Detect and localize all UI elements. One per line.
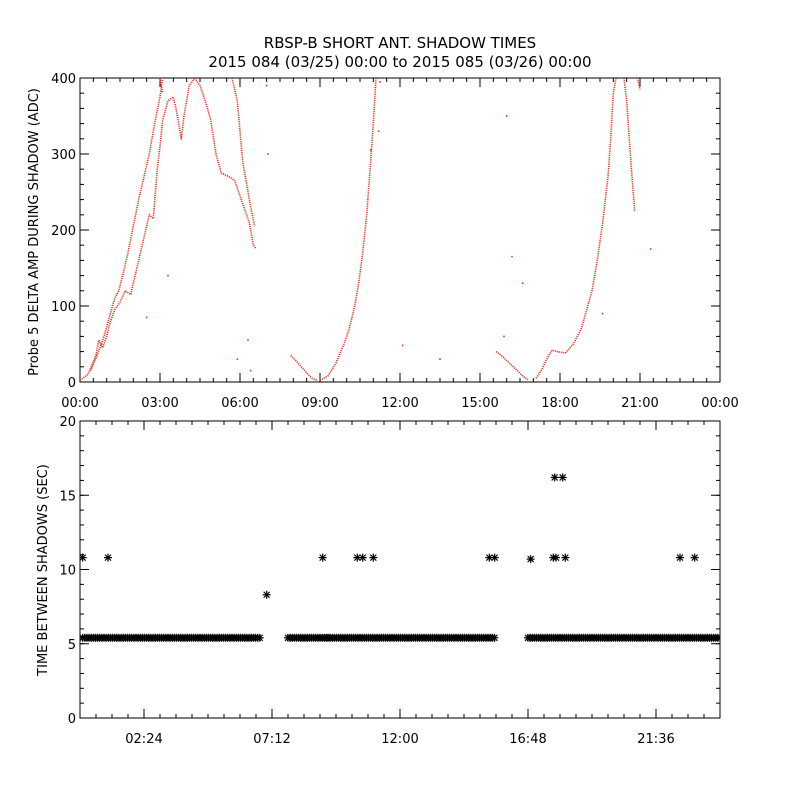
y-tick-label: 5 xyxy=(68,638,76,653)
plot-area xyxy=(80,78,652,382)
y-tick-label: 10 xyxy=(59,564,76,579)
data-point xyxy=(649,248,652,250)
plot-frame xyxy=(79,420,721,719)
data-trace xyxy=(89,78,164,371)
chart-title-line2: 2015 084 (03/25) 00:00 to 2015 085 (03/2… xyxy=(208,53,591,71)
x-tick-label: 12:00 xyxy=(381,732,418,747)
data-point xyxy=(80,553,87,562)
data-point xyxy=(552,553,560,562)
data-point xyxy=(561,553,570,562)
data-trace xyxy=(495,350,529,381)
data-point xyxy=(490,633,499,642)
data-point xyxy=(511,255,513,258)
y-tick-label: 0 xyxy=(68,376,76,391)
y-tick-label: 400 xyxy=(51,72,76,87)
data-point xyxy=(369,149,372,151)
data-point xyxy=(358,553,367,562)
data-point xyxy=(145,316,148,319)
data-point xyxy=(505,115,508,117)
data-point xyxy=(255,633,264,642)
bottom-panel: 02:24 07:12 12:00 16:48 21:36 0 5 10 15 20 xyxy=(59,415,721,747)
data-trace xyxy=(636,78,641,90)
y-tick-label: 200 xyxy=(51,224,76,239)
top-panel: 00:00 03:00 06:00 09:00 12:00 15:00 18:00 21:00… xyxy=(51,72,739,411)
y-tick-label: 20 xyxy=(59,415,76,430)
x-tick-label: 07:12 xyxy=(253,732,290,747)
data-point xyxy=(267,153,269,155)
data-point xyxy=(265,84,268,87)
x-tick-label: 16:48 xyxy=(509,732,546,747)
data-point xyxy=(601,312,604,315)
data-point xyxy=(490,553,499,562)
data-point xyxy=(690,553,699,562)
data-point xyxy=(439,358,441,360)
x-tick-label: 18:00 xyxy=(541,396,578,411)
data-point xyxy=(104,553,112,562)
top-y-axis-label: Probe 5 DELTA AMP DURING SHADOW (ADC) xyxy=(27,88,42,376)
data-trace xyxy=(194,78,257,250)
plot-frame xyxy=(79,77,721,383)
data-point xyxy=(249,369,252,372)
data-trace xyxy=(319,78,377,382)
data-point xyxy=(369,553,378,562)
y-tick-label: 15 xyxy=(59,489,76,504)
data-point xyxy=(526,555,535,564)
data-point xyxy=(247,339,249,341)
x-tick-label: 00:00 xyxy=(61,396,98,411)
data-point xyxy=(550,473,559,482)
x-tick-label: 21:00 xyxy=(621,396,658,411)
data-point xyxy=(262,590,271,599)
x-tick-label: 15:00 xyxy=(461,396,498,411)
data-trace xyxy=(80,78,196,382)
y-tick-label: 100 xyxy=(51,300,76,315)
data-point xyxy=(521,282,524,284)
y-tick-label: 0 xyxy=(68,712,76,727)
data-trace xyxy=(623,78,636,212)
x-tick-label: 03:00 xyxy=(141,396,178,411)
data-point xyxy=(676,553,684,562)
x-tick-label: 06:00 xyxy=(221,396,258,411)
chart-title-line1: RBSP-B SHORT ANT. SHADOW TIMES xyxy=(264,34,536,52)
data-point xyxy=(716,633,720,642)
data-point xyxy=(401,344,404,347)
y-tick-label: 300 xyxy=(51,148,76,163)
x-tick-label: 09:00 xyxy=(301,396,338,411)
bottom-y-axis-label: TIME BETWEEN SHADOWS (SEC) xyxy=(36,464,51,677)
plot-area xyxy=(80,473,720,642)
x-tick-label: 02:24 xyxy=(125,732,162,747)
x-tick-label: 21:36 xyxy=(637,732,674,747)
data-point xyxy=(167,274,169,277)
data-trace xyxy=(290,354,318,382)
data-point xyxy=(318,553,327,562)
data-point xyxy=(558,473,567,482)
x-tick-label: 00:00 xyxy=(701,396,738,411)
data-point xyxy=(379,81,381,83)
data-trace xyxy=(159,78,164,94)
data-point xyxy=(377,130,380,132)
data-point xyxy=(236,358,239,360)
data-trace xyxy=(535,78,617,379)
x-tick-label: 12:00 xyxy=(381,396,418,411)
data-trace xyxy=(231,78,256,227)
data-point xyxy=(503,335,505,338)
